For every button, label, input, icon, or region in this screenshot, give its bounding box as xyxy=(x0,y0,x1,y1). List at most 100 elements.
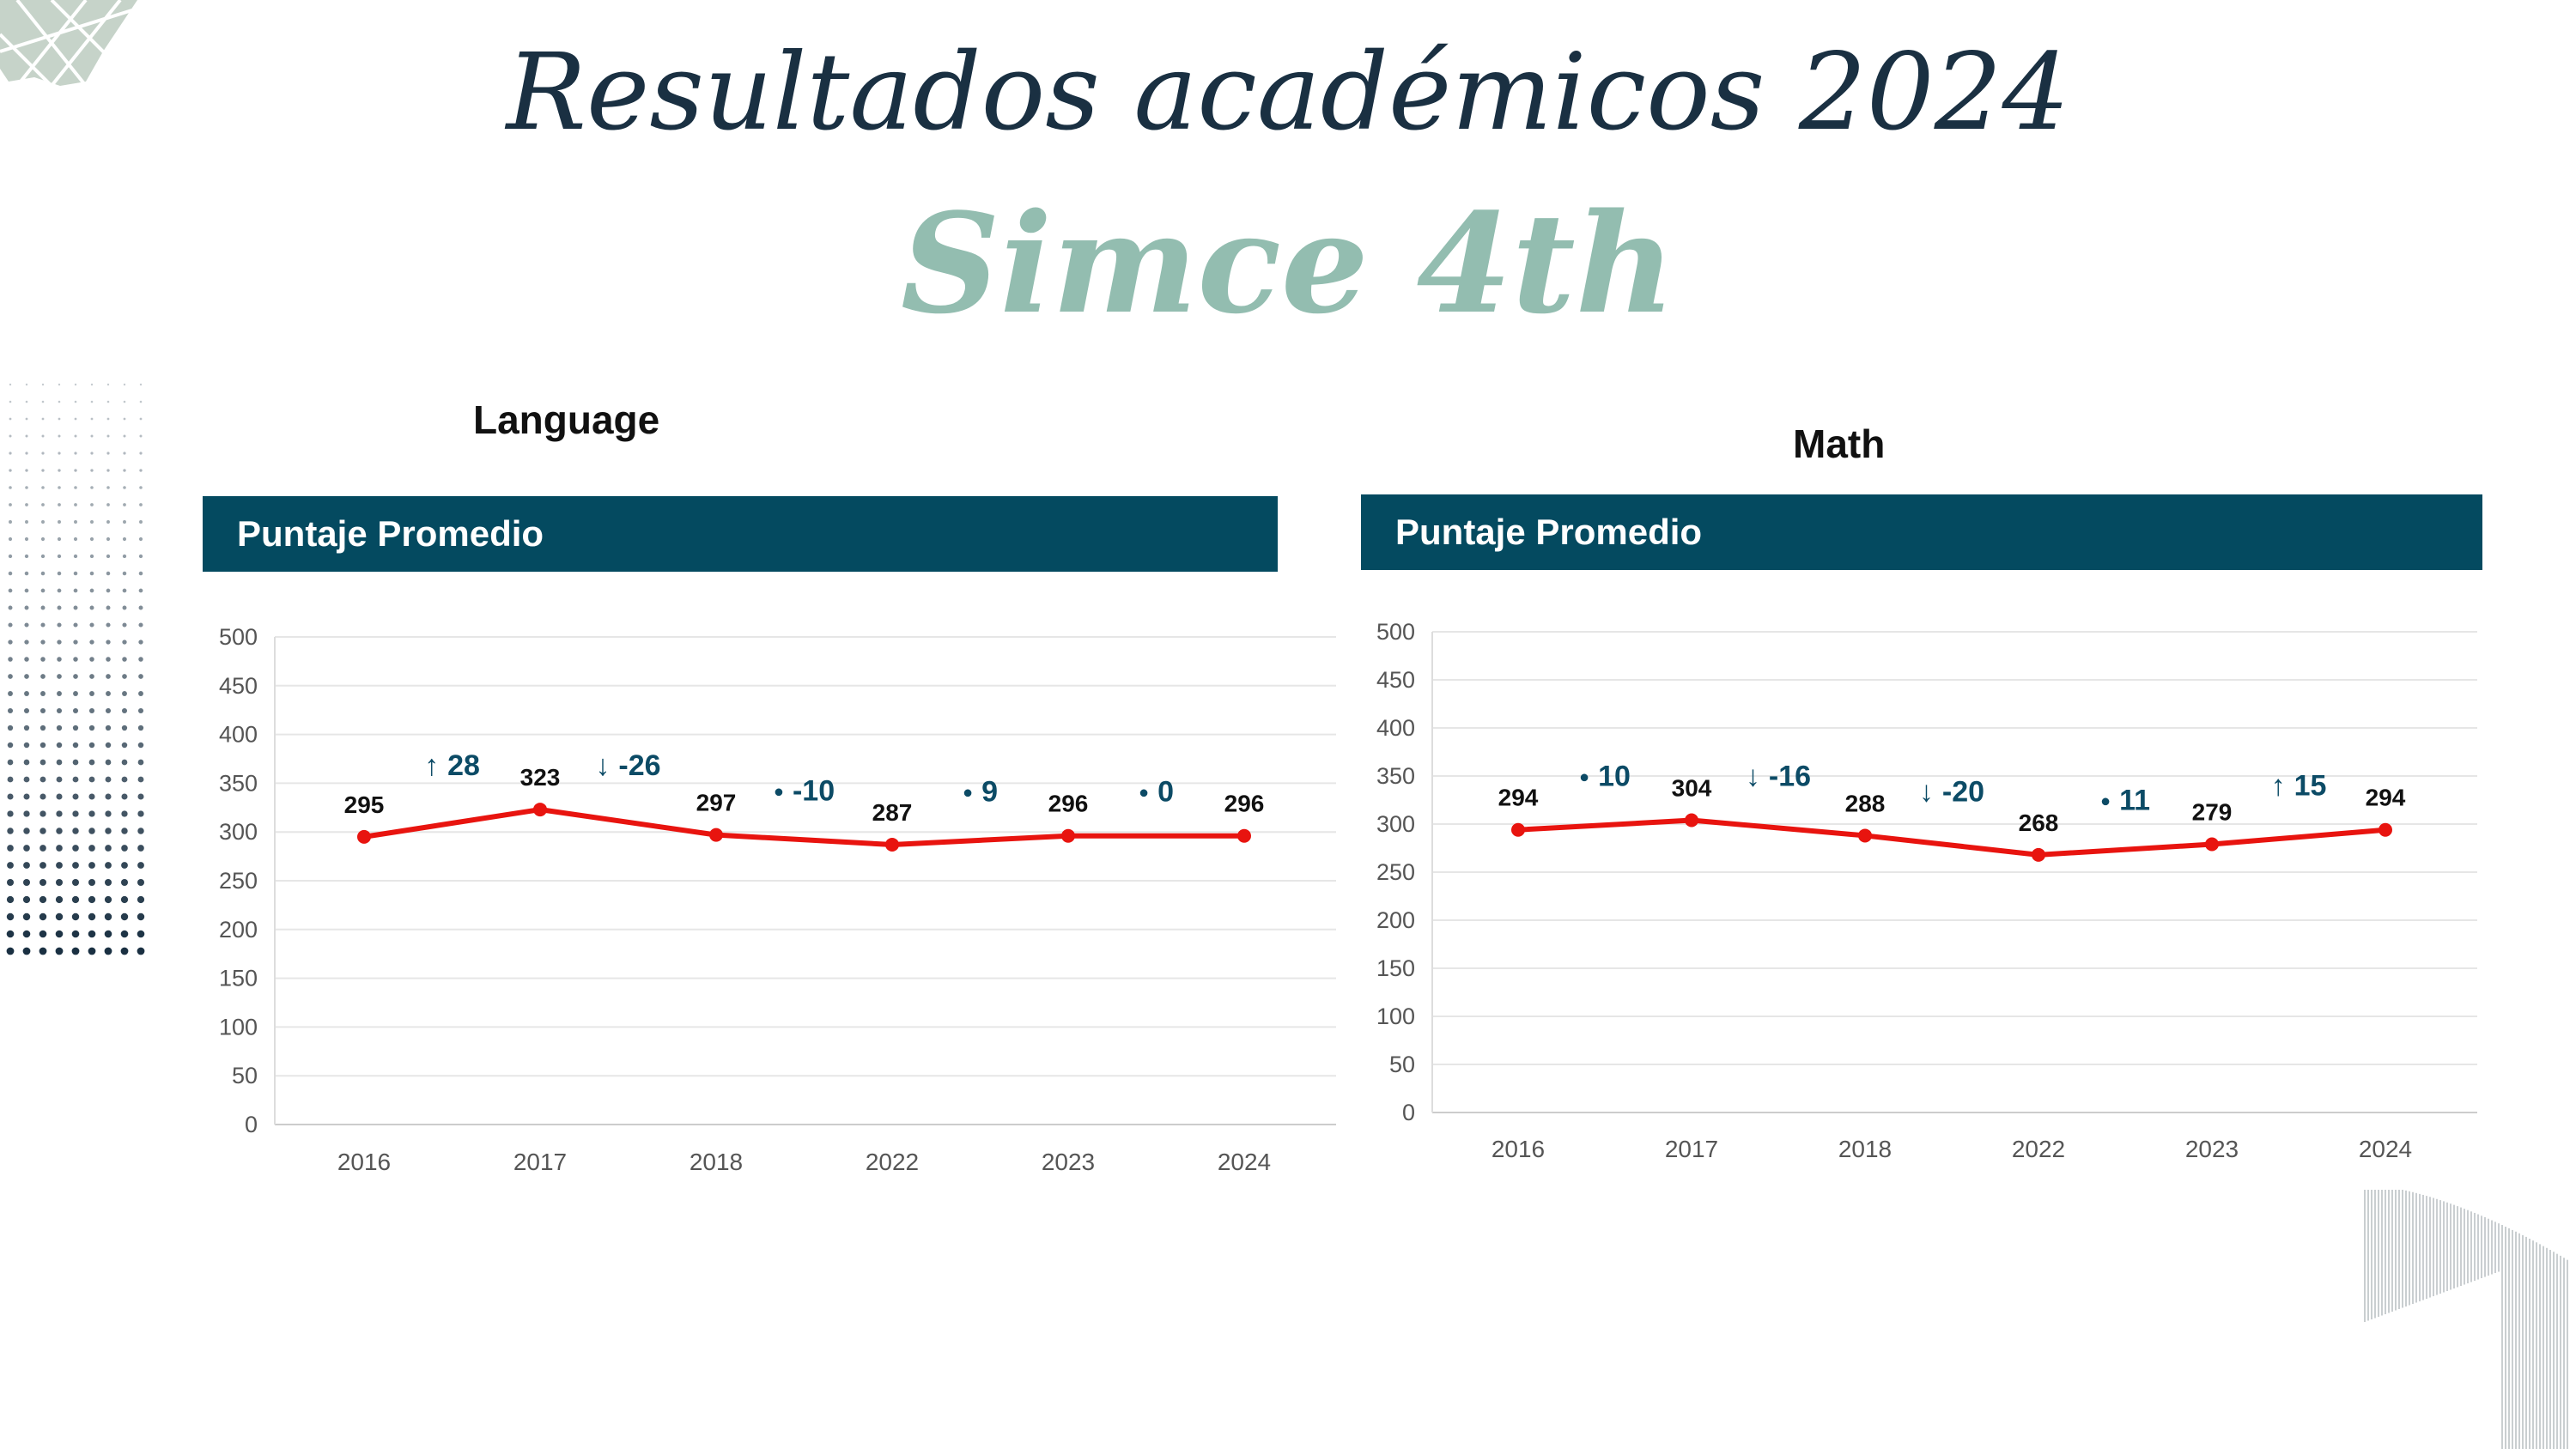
striped-wave-decoration xyxy=(2364,1185,2568,1449)
change-annotation: ● 11 xyxy=(2100,785,2150,817)
y-tick-label: 150 xyxy=(219,966,258,991)
dot-icon: ● xyxy=(2100,792,2111,811)
y-tick-label: 100 xyxy=(1376,1003,1415,1029)
change-value: -10 xyxy=(793,775,835,808)
page-subtitle: Simce 4th xyxy=(900,183,1676,344)
dot-icon: ● xyxy=(774,783,784,802)
svg-text:●10: ● 10 xyxy=(1579,761,1631,793)
y-tick-label: 500 xyxy=(1376,619,1415,645)
y-tick-label: 200 xyxy=(1376,907,1415,933)
y-tick-label: 400 xyxy=(1376,715,1415,741)
data-point xyxy=(357,829,371,844)
data-point xyxy=(2379,822,2392,837)
svg-text:↓-20: ↓ -20 xyxy=(1919,775,1984,808)
svg-text:↓-26: ↓ -26 xyxy=(595,749,660,782)
svg-text:↑15: ↑ 15 xyxy=(2271,770,2327,803)
y-tick-label: 250 xyxy=(1376,859,1415,885)
x-tick-label: 2017 xyxy=(513,1149,567,1175)
change-annotation: ● 9 xyxy=(963,776,998,809)
data-label: 268 xyxy=(2019,809,2059,836)
change-annotation: ● -10 xyxy=(774,775,835,808)
x-tick-label: 2017 xyxy=(1665,1136,1718,1162)
y-tick-label: 100 xyxy=(219,1014,258,1040)
dot-icon: ● xyxy=(1139,784,1149,803)
arrow-up-icon: ↑ xyxy=(2271,770,2286,803)
change-annotation: ↓ -16 xyxy=(1746,761,1811,793)
change-value: 0 xyxy=(1157,776,1174,809)
change-value: -16 xyxy=(1769,761,1811,793)
arrow-up-icon: ↑ xyxy=(424,749,439,782)
svg-text:●9: ● 9 xyxy=(963,776,998,809)
series-line xyxy=(1517,817,2386,858)
change-value: 28 xyxy=(447,749,480,782)
x-tick-label: 2024 xyxy=(2359,1136,2412,1162)
x-tick-label: 2024 xyxy=(1218,1149,1271,1175)
data-label: 295 xyxy=(344,791,385,818)
math-chart-panel: Puntaje Promedio 0 50 100 150 200 250 300 350 40… xyxy=(1361,494,2486,1190)
svg-text:●0: ● 0 xyxy=(1139,776,1174,809)
y-tick-label: 50 xyxy=(1389,1052,1415,1077)
language-chart-panel: Puntaje Promedio 0 50 100 150 200 250 300 350 40… xyxy=(203,496,1336,1200)
dot-pattern-decoration xyxy=(6,383,145,955)
language-chart-label: Language xyxy=(473,397,660,442)
change-value: 15 xyxy=(2294,770,2327,803)
y-tick-label: 150 xyxy=(1376,955,1415,981)
x-tick-label: 2018 xyxy=(690,1149,743,1175)
data-point xyxy=(2205,837,2219,852)
series-line xyxy=(363,807,1244,847)
language-chart-header: Puntaje Promedio xyxy=(203,496,1278,572)
math-gridlines xyxy=(1432,631,2477,1113)
math-chart-label: Math xyxy=(1793,421,1886,466)
x-tick-label: 2016 xyxy=(1492,1136,1545,1162)
data-label: 297 xyxy=(696,790,737,816)
math-chart-header: Puntaje Promedio xyxy=(1361,494,2482,570)
x-tick-label: 2023 xyxy=(1042,1149,1095,1175)
y-tick-label: 400 xyxy=(219,722,258,748)
change-annotation: ↑ 15 xyxy=(2271,770,2327,803)
y-tick-label: 350 xyxy=(1376,763,1415,789)
y-tick-label: 250 xyxy=(219,868,258,894)
data-point xyxy=(1511,822,1525,837)
data-point xyxy=(1061,828,1075,843)
y-tick-label: 300 xyxy=(219,819,258,845)
data-label: 287 xyxy=(872,799,913,826)
x-tick-label: 2022 xyxy=(866,1149,919,1175)
data-point xyxy=(1858,828,1872,843)
change-value: 9 xyxy=(981,776,998,809)
svg-text:●11: ● 11 xyxy=(2100,785,2150,817)
y-tick-label: 50 xyxy=(232,1063,258,1088)
change-annotation: ● 0 xyxy=(1139,776,1174,809)
arrow-down-icon: ↓ xyxy=(1919,775,1934,808)
x-tick-label: 2016 xyxy=(337,1149,391,1175)
data-label: 279 xyxy=(2192,799,2233,826)
dot-icon: ● xyxy=(963,784,973,803)
data-point xyxy=(533,803,547,817)
y-tick-label: 450 xyxy=(1376,667,1415,693)
page-title: Resultados académicos 2024 xyxy=(506,31,2070,155)
change-annotation: ● 10 xyxy=(1579,761,1631,793)
x-tick-label: 2018 xyxy=(1838,1136,1892,1162)
arrow-down-icon: ↓ xyxy=(1746,761,1760,793)
svg-text:↑28: ↑ 28 xyxy=(424,749,480,782)
math-line-chart: 0 50 100 150 200 250 300 350 400 450 500 2016 2017 20… xyxy=(1376,619,2477,1162)
x-tick-label: 2022 xyxy=(2012,1136,2065,1162)
data-point xyxy=(885,837,899,852)
data-label: 323 xyxy=(520,764,561,791)
change-value: 11 xyxy=(2119,785,2150,817)
y-tick-label: 500 xyxy=(219,624,258,650)
y-tick-label: 300 xyxy=(1376,811,1415,837)
change-annotation: ↓ -26 xyxy=(595,749,660,782)
svg-text:↓-16: ↓ -16 xyxy=(1746,761,1811,793)
y-tick-label: 450 xyxy=(219,673,258,699)
change-value: 10 xyxy=(1598,761,1631,793)
svg-text:●-10: ● -10 xyxy=(774,775,835,808)
language-gridlines xyxy=(275,636,1336,1125)
y-tick-label: 0 xyxy=(1402,1100,1415,1125)
language-line-chart: 0 50 100 150 200 250 300 350 400 450 500 2016 2017 20… xyxy=(219,624,1336,1175)
y-tick-label: 0 xyxy=(245,1112,258,1137)
dot-icon: ● xyxy=(1579,768,1589,787)
data-label: 294 xyxy=(2366,785,2406,811)
change-value: -20 xyxy=(1942,775,1984,808)
data-point xyxy=(709,828,723,842)
corner-map-decoration xyxy=(0,0,138,88)
